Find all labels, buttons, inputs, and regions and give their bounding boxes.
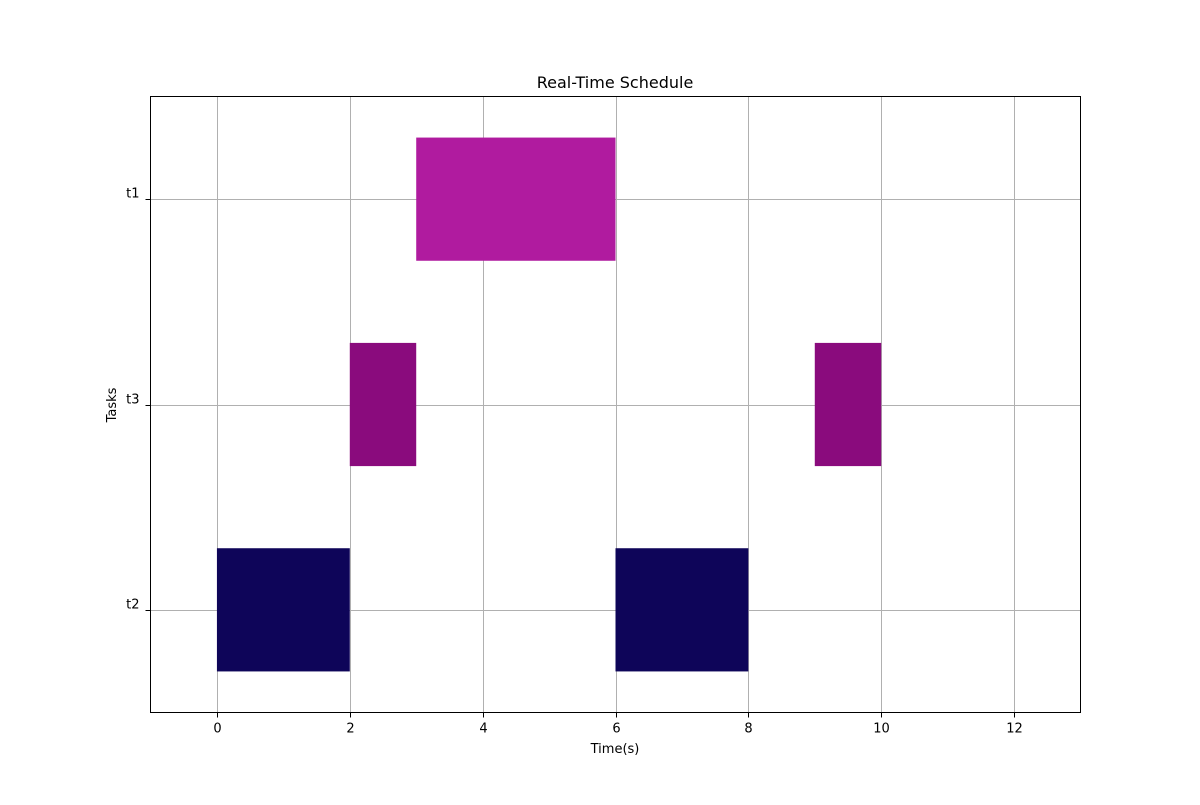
x-tick-label: 10 [873,722,890,737]
x-tick-label: 6 [612,722,620,737]
x-tick-label: 2 [346,722,354,737]
plot-frame [150,96,1081,713]
task-bar-t2 [216,548,350,672]
task-bar-t2 [615,548,749,672]
y-tick-label: t2 [126,598,139,613]
x-axis-label: Time(s) [590,742,640,757]
task-bar-t3 [814,342,882,467]
x-tick-label: 12 [1006,722,1023,737]
y-tick-label: t3 [126,393,139,408]
task-bar-t1 [416,137,616,261]
x-tick-label: 4 [479,722,487,737]
y-axis-label: Tasks [105,387,120,423]
task-bar-t3 [349,342,417,467]
chart-title: Real-Time Schedule [537,73,694,92]
tick-layer: 0 2 4 6 8 10 12 t2 t3 t1 [126,187,1023,737]
x-tick-label: 0 [213,722,221,737]
x-tick-label: 8 [744,722,752,737]
bar-layer [216,137,882,672]
y-tick-label: t1 [126,187,139,202]
